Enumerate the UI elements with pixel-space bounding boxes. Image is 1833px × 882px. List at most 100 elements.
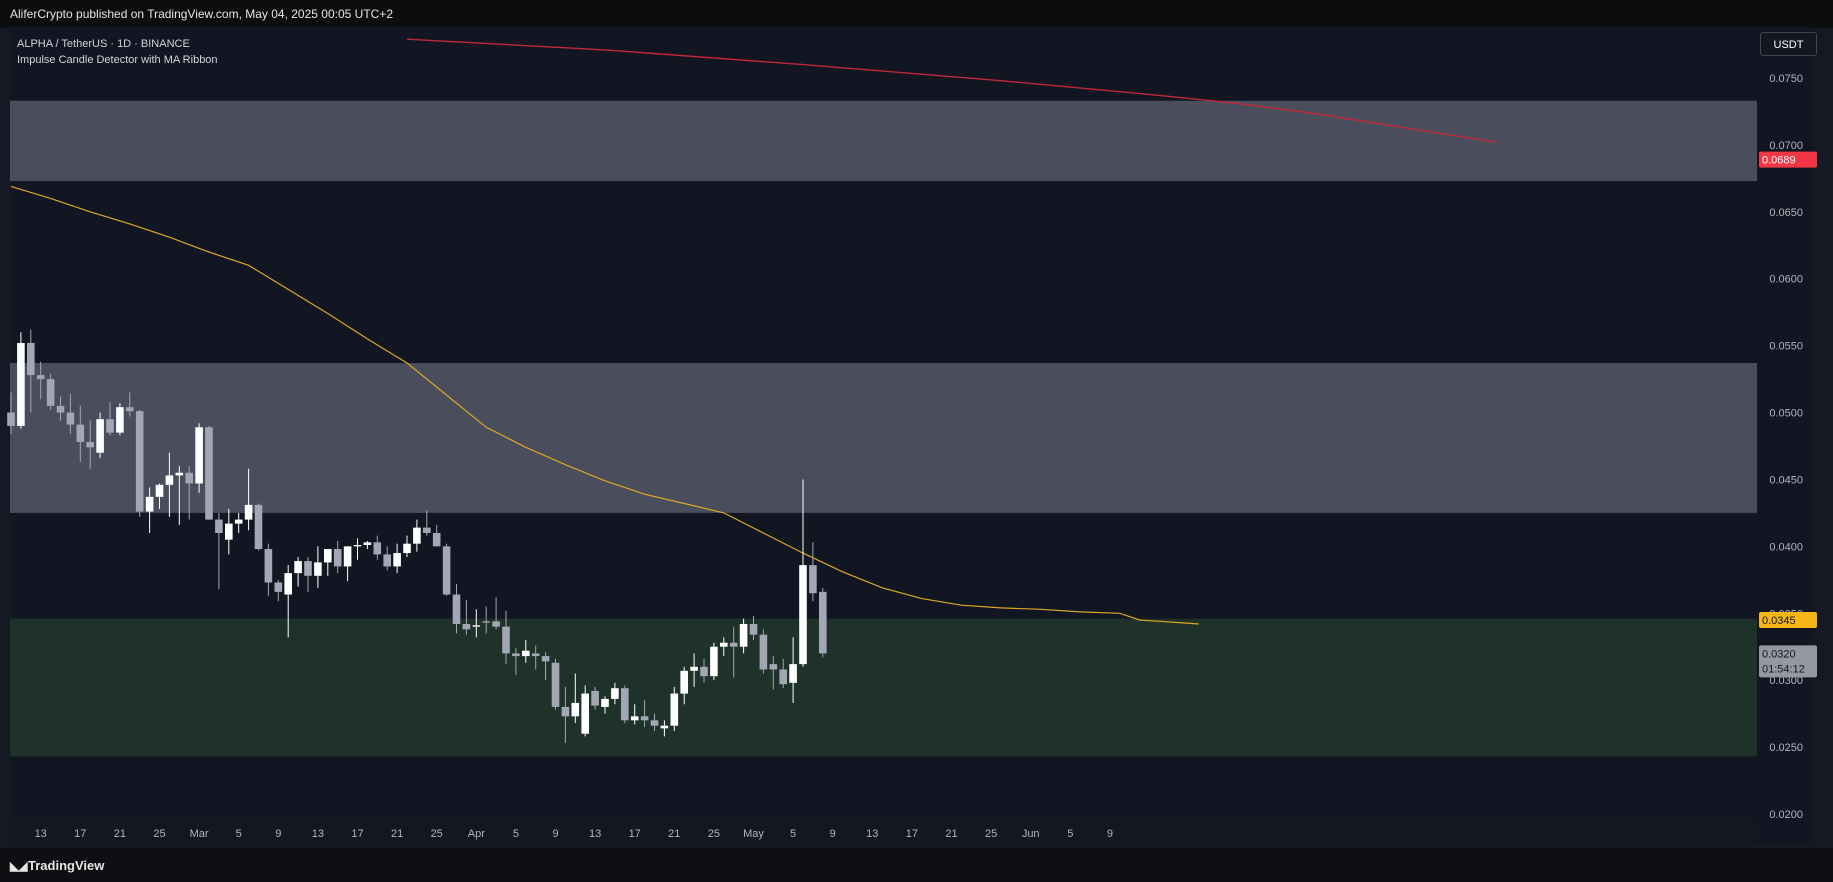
candle-body <box>739 623 748 647</box>
ma-mid-line <box>10 185 1200 625</box>
time-tick-label: May <box>743 828 764 840</box>
candle-body <box>116 407 124 433</box>
time-tick-label: 21 <box>668 828 680 840</box>
time-tick-label: 21 <box>945 828 957 840</box>
tradingview-brand[interactable]: ◣◢ TradingView <box>10 858 104 873</box>
candle-body <box>789 664 797 683</box>
candle-body <box>541 656 550 662</box>
candle-body <box>720 642 728 647</box>
time-tick-label: 13 <box>589 828 601 840</box>
candle-body <box>284 573 292 595</box>
candle-body <box>324 549 332 563</box>
time-tick-label: 9 <box>1107 828 1113 840</box>
candle-body <box>492 621 500 627</box>
candle-body <box>225 523 233 540</box>
candle-body <box>314 562 322 576</box>
time-tick-label: 9 <box>275 828 281 840</box>
candle-body <box>244 504 253 520</box>
publish-header: AliferCrypto published on TradingView.co… <box>0 0 1833 28</box>
candle-body <box>393 553 401 567</box>
last-price-badge <box>1759 645 1817 678</box>
time-tick-label: 17 <box>906 828 918 840</box>
candle-body <box>769 664 778 670</box>
time-tick-label: 17 <box>74 828 86 840</box>
ma-mid-value: 0.0345 <box>1762 615 1796 627</box>
candle-body <box>304 561 312 576</box>
candle-body <box>799 565 807 665</box>
candle-body <box>432 532 441 547</box>
candle-body <box>551 662 560 707</box>
time-tick-label: 5 <box>790 828 796 840</box>
candle-body <box>522 650 530 657</box>
price-tick-label: 0.0750 <box>1769 73 1803 85</box>
time-tick-label: 21 <box>391 828 403 840</box>
candle-body <box>56 405 65 413</box>
candle-body <box>27 342 35 376</box>
price-tick-label: 0.0650 <box>1769 207 1803 219</box>
candle-body <box>234 519 243 524</box>
publish-info: AliferCrypto published on TradingView.co… <box>10 7 393 21</box>
candle-body <box>76 424 85 442</box>
candle-body <box>363 542 372 546</box>
candle-body <box>482 621 490 623</box>
candle-body <box>403 543 411 554</box>
candle-body <box>601 698 609 707</box>
time-tick-label: 13 <box>866 828 878 840</box>
ma-mid-value-badge <box>1759 611 1817 628</box>
candle-body <box>215 519 223 533</box>
candle-body <box>274 582 283 592</box>
time-tick-label: 25 <box>431 828 443 840</box>
candle-body <box>581 693 589 734</box>
time-tick-label: 5 <box>236 828 242 840</box>
time-tick-label: Jun <box>1022 828 1040 840</box>
price-chart[interactable]: 0.0750 0.0700 0.0650 0.0600 0.0550 0.0500 0.04… <box>0 0 1833 848</box>
candle-body <box>680 670 688 694</box>
currency-button[interactable]: USDT <box>1760 32 1817 56</box>
brand-name: TradingView <box>28 858 105 873</box>
price-tick-label: 0.0700 <box>1769 140 1803 152</box>
candle-body <box>611 688 619 699</box>
symbol-title[interactable]: ALPHA / TetherUS · 1D · BINANCE <box>17 38 190 50</box>
time-tick-label: 25 <box>985 828 997 840</box>
time-tick-label: 17 <box>351 828 363 840</box>
candle-body <box>294 561 302 574</box>
candle-body <box>819 591 827 654</box>
candle-body <box>809 565 817 594</box>
ma-long-value-badge <box>1759 151 1817 168</box>
candle-body <box>561 706 570 717</box>
time-tick-label: Mar <box>190 828 209 840</box>
candle-body <box>66 412 75 425</box>
price-axis: 0.0750 0.0700 0.0650 0.0600 0.0550 0.0500 0.04… <box>1769 73 1803 821</box>
candle-body <box>413 527 421 544</box>
candle-body <box>472 625 481 627</box>
zones-layer <box>10 100 1757 757</box>
candle-body <box>7 412 15 426</box>
candle-body <box>175 472 184 476</box>
candle-body <box>96 419 104 453</box>
time-tick-label: 13 <box>35 828 47 840</box>
candle-body <box>710 646 718 677</box>
candle-body <box>571 702 580 717</box>
candle-body <box>423 527 431 533</box>
candle-body <box>442 546 451 595</box>
candle-body <box>779 669 787 685</box>
candle-body <box>254 504 263 550</box>
candle-body <box>621 688 629 721</box>
time-tick-label: 25 <box>153 828 165 840</box>
candle-body <box>591 690 599 706</box>
candle-body <box>660 725 669 729</box>
price-tick-label: 0.0250 <box>1769 742 1803 754</box>
candle-body <box>373 542 382 555</box>
ma-long-value: 0.0689 <box>1762 155 1796 167</box>
mid-resistance-zone <box>10 363 1757 513</box>
indicator-title[interactable]: Impulse Candle Detector with MA Ribbon <box>17 54 218 66</box>
price-tick-label: 0.0400 <box>1769 541 1803 553</box>
candle-body <box>155 484 164 497</box>
time-tick-label: 9 <box>552 828 558 840</box>
candle-body <box>343 546 352 567</box>
tradingview-logo-icon: ◣◢ <box>10 859 27 873</box>
countdown-timer: 01:54:12 <box>1762 663 1805 675</box>
candle-body <box>670 693 679 726</box>
candle-body <box>700 666 708 677</box>
time-tick-label: 21 <box>114 828 126 840</box>
